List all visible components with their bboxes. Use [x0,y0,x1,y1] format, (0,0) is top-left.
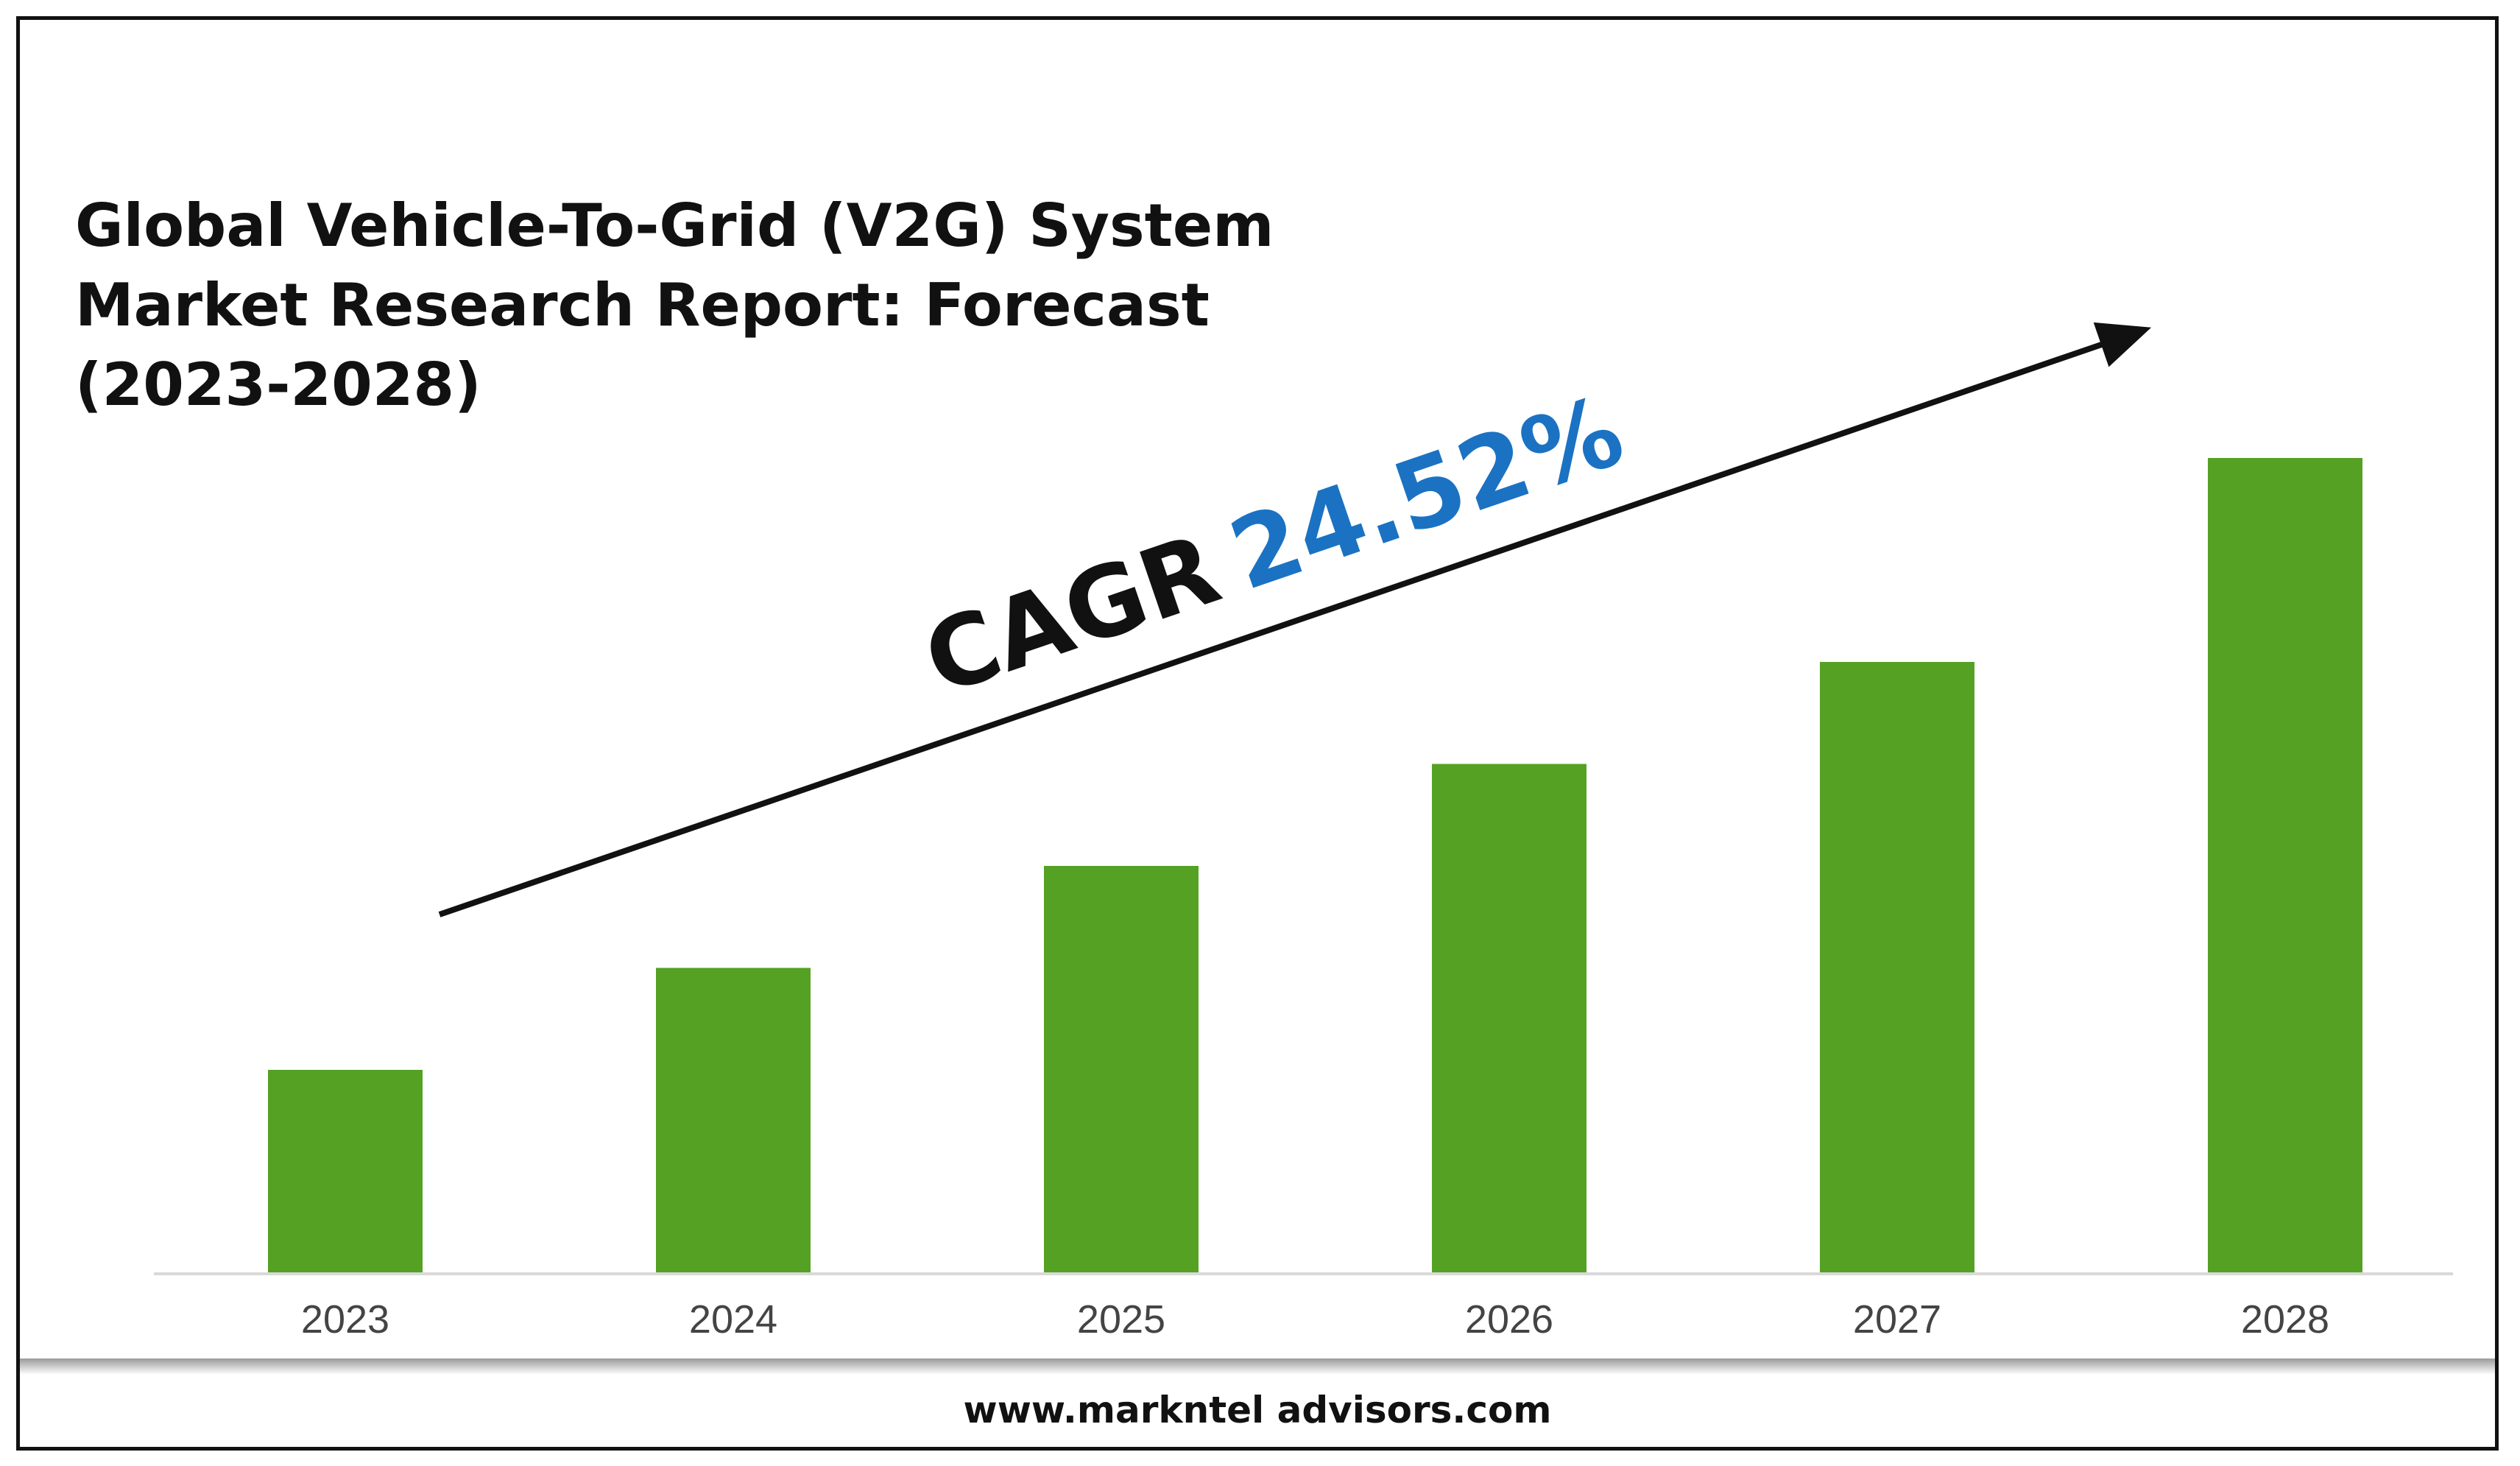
x-tick-label-2024: 2024 [689,1297,777,1342]
x-tick-label-2026: 2026 [1465,1297,1553,1342]
bar-2023 [268,1070,423,1274]
title-line-2: Market Research Report: Forecast [75,271,1210,339]
x-tick-label-2025: 2025 [1077,1297,1165,1342]
footer-url: www.markntel advisors.com [964,1389,1552,1431]
x-tick-labels: 2023 2024 2025 2026 2027 2028 [301,1297,2329,1342]
footer-divider [20,1358,2495,1375]
chart-frame: Global Vehicle-To-Grid (V2G) System Mark… [16,16,2499,1451]
bar-2024 [656,968,811,1274]
chart-canvas: Global Vehicle-To-Grid (V2G) System Mark… [20,191,2495,1431]
x-tick-label-2027: 2027 [1853,1297,1941,1342]
chart-title: Global Vehicle-To-Grid (V2G) System Mark… [75,191,1274,419]
bar-2026 [1432,764,1587,1274]
x-tick-label-2028: 2028 [2241,1297,2329,1342]
bars [268,458,2362,1274]
svg-text:CAGR24.52%: CAGR24.52% [911,374,1636,717]
title-line-3: (2023-2028) [75,350,481,419]
cagr-label: CAGR [911,512,1232,717]
bar-2025 [1044,866,1199,1274]
title-line-1: Global Vehicle-To-Grid (V2G) System [75,191,1274,260]
bar-2027 [1820,662,1974,1274]
cagr-annotation: CAGR24.52% [911,374,1636,717]
bar-2028 [2208,458,2362,1274]
trend-arrow [438,322,2152,917]
x-tick-label-2023: 2023 [301,1297,389,1342]
